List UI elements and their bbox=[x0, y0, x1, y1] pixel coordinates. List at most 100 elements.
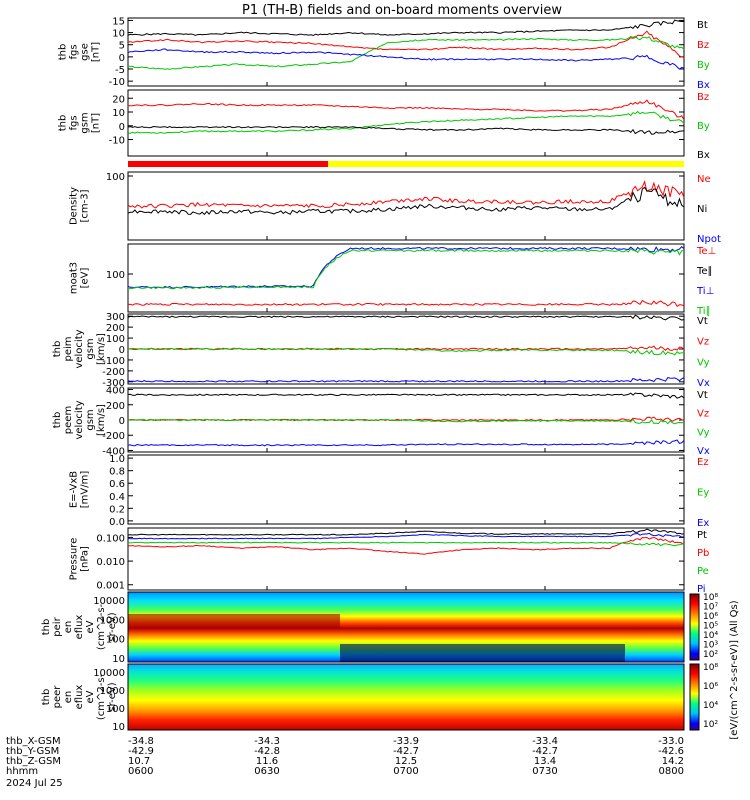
spectrogram-red-band bbox=[128, 614, 340, 628]
xaxis-row-label: thb_Z-GSM bbox=[6, 756, 61, 767]
legend-Pt: Pt bbox=[697, 530, 707, 541]
legend-Ni: Ni bbox=[697, 204, 707, 215]
ylabel-line: fgs bbox=[69, 44, 80, 59]
ytick-label: 0.001 bbox=[96, 581, 125, 592]
ytick-label: 100 bbox=[106, 270, 125, 281]
legend-Bx: Bx bbox=[697, 80, 710, 91]
spectrogram-peer_spectrogram bbox=[128, 664, 684, 730]
panel-frame bbox=[127, 243, 685, 313]
legend-Vt: Vt bbox=[697, 316, 708, 327]
xaxis-value: -34.8 bbox=[128, 736, 154, 747]
ytick-label: 0 bbox=[119, 53, 125, 64]
ylabel-line: eflux bbox=[74, 615, 85, 640]
series-line-Ne bbox=[127, 180, 685, 209]
ylabel-line: thb bbox=[41, 619, 52, 636]
legend-Vy: Vy bbox=[697, 357, 710, 368]
ylabel-line: en bbox=[63, 621, 74, 634]
panel-frame bbox=[127, 591, 685, 663]
ytick-label: 100 bbox=[106, 704, 125, 715]
xaxis-value: 10.7 bbox=[128, 756, 150, 767]
ytick-label: -5 bbox=[115, 65, 125, 76]
ytick-label: 0.0 bbox=[109, 517, 125, 528]
ylabel-line: fgs bbox=[69, 115, 80, 130]
ylabel-line: thb bbox=[52, 412, 63, 429]
series-line-Vy bbox=[128, 347, 685, 356]
ytick-label: -200 bbox=[102, 431, 125, 442]
ytick-label: 100 bbox=[106, 172, 125, 183]
series-line-Pb bbox=[127, 536, 685, 555]
legend-By: By bbox=[697, 121, 710, 132]
legend-Ex: Ex bbox=[697, 518, 709, 529]
ylabel-line: [nT] bbox=[91, 42, 102, 62]
ytick-label: -300 bbox=[102, 378, 125, 389]
xaxis-value: 12.5 bbox=[395, 756, 417, 767]
colorbar-upper bbox=[689, 593, 700, 661]
ylabel-line: [mV/m] bbox=[80, 471, 91, 509]
ytick-label: 300 bbox=[106, 312, 125, 323]
ylabel-line: [km/s] bbox=[96, 333, 107, 365]
ylabel-line: Pressure bbox=[69, 538, 80, 581]
colorbar-tick: 10² bbox=[703, 650, 718, 660]
ytick-label: 5 bbox=[119, 41, 125, 52]
panel-fgs_gsm: thb fgs gsm [nT] 20 10 0 -10 Bz By Bx bbox=[58, 89, 710, 161]
xaxis-row-label: thb_Y-GSM bbox=[6, 746, 59, 757]
panel-frame bbox=[127, 527, 685, 591]
ylabel-line: [km/s] bbox=[96, 404, 107, 436]
ytick-label: 0 bbox=[119, 345, 125, 356]
ytick-label: 10 bbox=[112, 654, 125, 665]
ytick-label: -10 bbox=[109, 77, 125, 88]
legend-Ti∥: Ti∥ bbox=[696, 306, 711, 317]
legend-Ez: Ez bbox=[697, 457, 709, 468]
legend-Pi: Pi bbox=[697, 584, 706, 595]
series-line-Pe bbox=[127, 541, 685, 547]
colorbar-tick: 10³ bbox=[703, 641, 718, 651]
series-line-Ni bbox=[127, 186, 685, 216]
panel-density: Density [cm-3] 100 Ne Ni Npot bbox=[69, 171, 721, 245]
ylabel-line: eV bbox=[85, 690, 96, 703]
xaxis-value: 14.2 bbox=[662, 756, 684, 767]
legend-Vz: Vz bbox=[697, 409, 709, 420]
ylabel-line: thb bbox=[58, 115, 69, 132]
ytick-label: 10000 bbox=[93, 668, 125, 679]
ylabel-line: gsm bbox=[80, 112, 91, 133]
ylabel-line: peer bbox=[52, 685, 63, 709]
panel-frame bbox=[127, 89, 685, 157]
ytick-label: 1000 bbox=[100, 615, 125, 626]
ytick-label: 10000 bbox=[93, 596, 125, 607]
legend-Bz: Bz bbox=[697, 40, 709, 51]
panel-peer_spectrogram: thb peer en eflux eV (cm^2-s-sr-eV) 10000 1000 1… bbox=[41, 668, 133, 733]
legend-Vx: Vx bbox=[697, 446, 710, 457]
ytick-label: 400 bbox=[106, 386, 125, 397]
xaxis-value: 13.4 bbox=[534, 756, 556, 767]
legend-Te∥: Te∥ bbox=[696, 266, 713, 277]
series-line-Pt bbox=[127, 528, 685, 536]
xaxis-value: -42.9 bbox=[128, 746, 154, 757]
panel-frame bbox=[127, 171, 685, 241]
colorbar-tick: 10⁴ bbox=[703, 631, 718, 641]
xaxis-value: -33.9 bbox=[393, 736, 419, 747]
panel-frame bbox=[127, 663, 685, 731]
panel-efield: E=-VxB [mV/m] 1.0 0.80.6 0.40.2 0.0 Ez Ey Ex bbox=[69, 454, 710, 529]
colorbar-label: [eV/(cm^2-s-sr-eV)] (All Qs) bbox=[729, 600, 740, 739]
plot-title: P1 (TH-B) fields and on-board moments ov… bbox=[242, 3, 562, 18]
panel-peem_velocity: thb peem velocity gsm [km/s] 400 200 0 -200 -400 V… bbox=[52, 386, 710, 458]
ylabel-line: sr-eV) bbox=[107, 682, 118, 711]
ytick-label: 1000 bbox=[100, 686, 125, 697]
ylabel-line: E=-VxB bbox=[69, 471, 80, 508]
ytick-label: 10 bbox=[112, 722, 125, 733]
xaxis-value: 0600 bbox=[128, 766, 153, 777]
series-line-By bbox=[127, 35, 685, 70]
colorbar-tick: 10⁵ bbox=[703, 622, 718, 632]
colorbar-tick: 10² bbox=[703, 720, 718, 730]
xaxis-value: 11.6 bbox=[256, 756, 278, 767]
colorbar-tick: 10⁶ bbox=[703, 612, 718, 622]
series-line-Bz bbox=[127, 30, 685, 58]
series-line-Vt bbox=[127, 314, 685, 321]
legend-Te⊥: Te⊥ bbox=[696, 246, 716, 257]
series-line-Bx bbox=[127, 48, 685, 70]
ylabel-line: velocity bbox=[74, 400, 85, 439]
xaxis-value: -42.6 bbox=[658, 746, 684, 757]
ylabel-line: [cm-3] bbox=[80, 189, 91, 222]
ytick-label: 10 bbox=[112, 29, 125, 40]
ytick-label: 200 bbox=[106, 323, 125, 334]
